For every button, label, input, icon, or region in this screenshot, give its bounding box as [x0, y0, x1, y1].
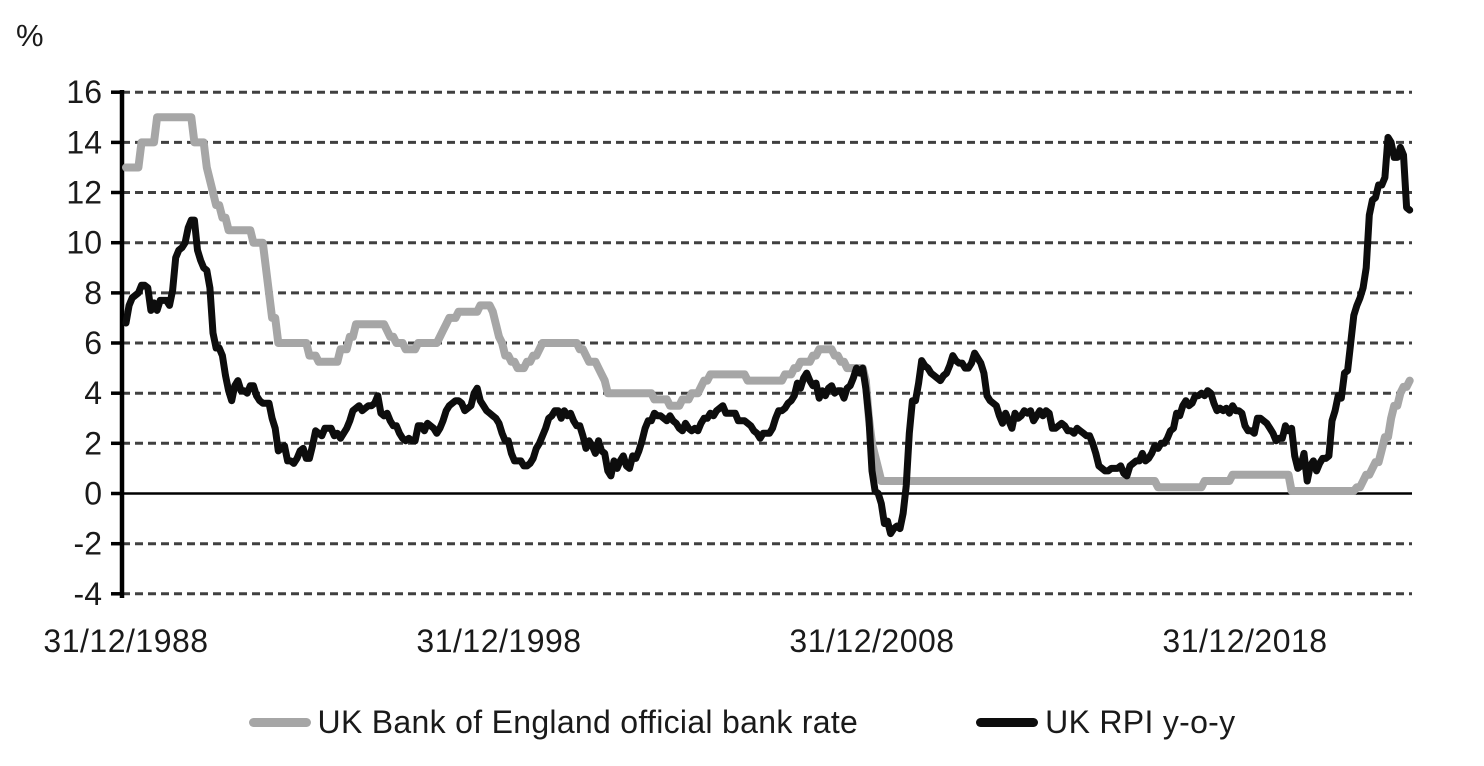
x-axis-tick-label: 31/12/2008 [789, 623, 954, 659]
legend-swatch-rpi [976, 717, 1039, 727]
y-axis-tick-label: 4 [84, 375, 102, 411]
legend-label-rpi: UK RPI y-o-y [1045, 703, 1236, 740]
y-axis-tick-label: 0 [84, 476, 102, 512]
y-axis-tick-label: 8 [84, 275, 102, 311]
legend-item-bank-rate: UK Bank of England official bank rate [248, 703, 859, 741]
y-axis-tick-label: 14 [66, 124, 102, 160]
legend: UK Bank of England official bank rate UK… [0, 698, 1484, 746]
legend-label-bank-rate: UK Bank of England official bank rate [317, 703, 859, 740]
series-line-rpi [122, 133, 1414, 538]
y-axis-tick-label: 10 [66, 225, 102, 261]
y-axis-tick-label: 16 [66, 74, 102, 110]
y-axis-tick-label: -4 [74, 576, 102, 612]
x-axis-tick-label: 31/12/1998 [416, 623, 581, 659]
y-axis-unit-label: % [16, 18, 44, 53]
y-axis-tick-label: 6 [84, 325, 102, 361]
x-axis-tick-label: 31/12/2018 [1162, 623, 1327, 659]
y-axis-tick-label: 2 [84, 425, 102, 461]
x-axis-tick-label: 31/12/1988 [43, 623, 208, 659]
y-axis-tick-label: 12 [66, 175, 102, 211]
series-line-bank-rate [122, 113, 1414, 495]
legend-item-rpi: UK RPI y-o-y [976, 704, 1235, 741]
y-axis-tick-label: -2 [74, 526, 102, 562]
legend-swatch-bank-rate [248, 717, 311, 727]
